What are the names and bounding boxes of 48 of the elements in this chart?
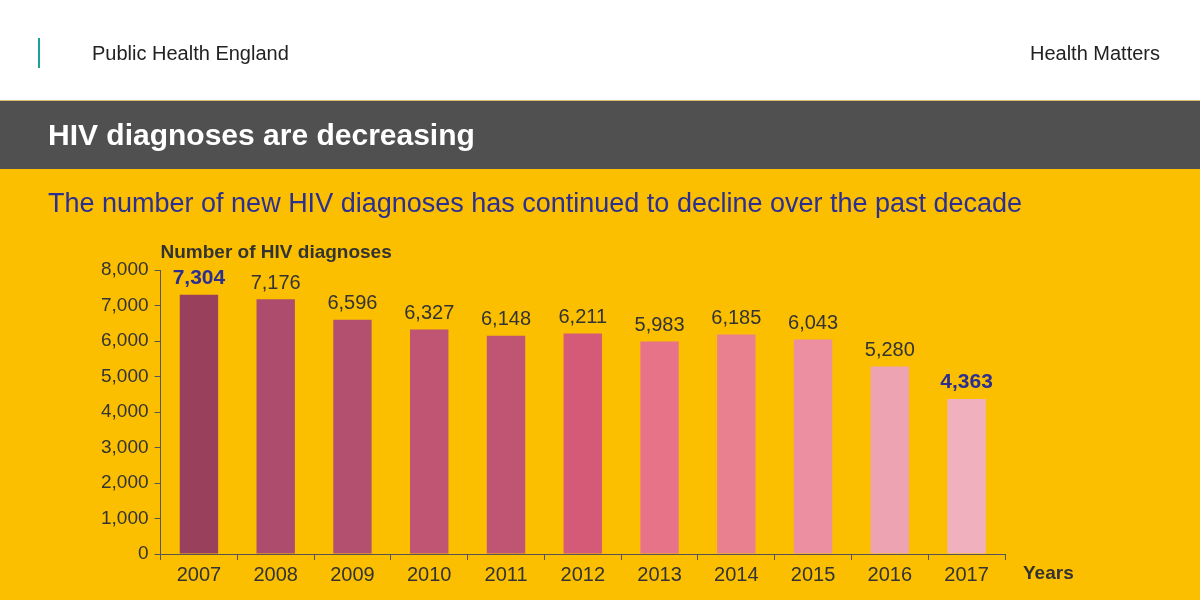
y-axis-title: Number of HIV diagnoses — [160, 240, 392, 262]
x-axis-title: Years — [1023, 562, 1074, 584]
data-label: 6,596 — [327, 291, 378, 314]
x-tick-label: 2010 — [406, 562, 452, 585]
y-tick-label: 8,000 — [101, 258, 149, 280]
text: Health Matters — [1029, 42, 1160, 65]
chart-subtitle: The number of new HIV diagnoses has continued to decline over the past decade — [48, 188, 1023, 219]
y-tick-label: 2,000 — [101, 471, 149, 493]
bar — [563, 333, 602, 554]
x-tick-label: 2013 — [637, 562, 682, 585]
x-tick-label: 2017 — [944, 562, 989, 585]
x-tick-label: 2008 — [253, 562, 298, 585]
data-label: 7,176 — [250, 270, 301, 293]
data-label: 6,148 — [480, 307, 532, 330]
bar — [717, 334, 756, 554]
bar — [486, 335, 526, 554]
bar — [947, 399, 986, 554]
x-tick-label: 2011 — [484, 562, 528, 585]
data-label: 5,280 — [864, 338, 915, 361]
text: Public Health England — [92, 42, 289, 65]
y-tick-label: 1,000 — [101, 506, 149, 528]
x-tick-label: 2012 — [560, 562, 606, 585]
data-label: 6,043 — [788, 310, 839, 333]
y-tick-label: 7,000 — [101, 293, 149, 315]
bar — [640, 341, 679, 554]
bar — [333, 319, 372, 554]
x-tick-label: 2016 — [867, 562, 913, 585]
y-tick-label: 5,000 — [101, 364, 149, 386]
x-tick-label: 2015 — [790, 562, 836, 585]
y-tick-label: 4,000 — [101, 400, 149, 422]
bar — [870, 366, 910, 554]
data-label: 5,983 — [634, 313, 685, 336]
y-tick-label: 0 — [137, 542, 149, 564]
bar — [256, 299, 295, 554]
y-tick-label: 3,000 — [101, 435, 149, 457]
data-label: 7,304 — [172, 265, 226, 288]
x-tick-label: 2014 — [714, 562, 759, 585]
data-label: 6,211 — [558, 305, 608, 328]
x-tick-label: 2009 — [330, 562, 375, 585]
data-label: 6,327 — [404, 300, 455, 323]
x-tick-label: 2007 — [176, 562, 222, 585]
bar — [793, 339, 833, 554]
bar — [410, 329, 449, 554]
data-label: 4,363 — [940, 369, 993, 393]
y-tick-label: 6,000 — [101, 329, 149, 351]
chart-title: HIV diagnoses are decreasing — [0, 101, 1200, 169]
data-label: 6,185 — [711, 305, 762, 328]
bar — [179, 294, 219, 554]
